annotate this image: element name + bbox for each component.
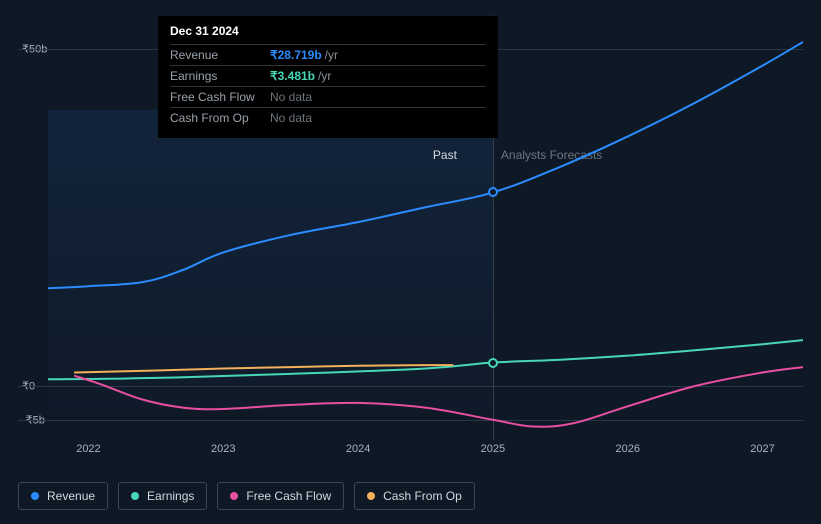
tooltip-value: No data: [270, 111, 312, 125]
x-axis-label: 2026: [615, 443, 639, 455]
legend-item-cash-from-op[interactable]: Cash From Op: [354, 482, 475, 510]
financial-forecast-chart: ₹50b₹0-₹5b 202220232024202520262027 Past…: [18, 0, 803, 524]
tooltip-row: Cash From OpNo data: [170, 107, 486, 128]
legend-label: Cash From Op: [383, 489, 462, 503]
tooltip-value: No data: [270, 90, 312, 104]
legend-dot-icon: [367, 492, 375, 500]
series-marker-revenue: [488, 187, 498, 197]
series-line-earnings: [48, 340, 803, 379]
tooltip-row: Earnings₹3.481b/yr: [170, 65, 486, 86]
x-axis-label: 2027: [750, 443, 774, 455]
legend-dot-icon: [131, 492, 139, 500]
hover-tooltip: Dec 31 2024 Revenue₹28.719b/yrEarnings₹3…: [158, 16, 498, 138]
series-marker-earnings: [488, 358, 498, 368]
legend: Revenue Earnings Free Cash Flow Cash From O…: [18, 482, 475, 510]
legend-item-revenue[interactable]: Revenue: [18, 482, 108, 510]
tooltip-date: Dec 31 2024: [170, 24, 486, 44]
tooltip-key: Revenue: [170, 48, 270, 62]
tooltip-key: Cash From Op: [170, 111, 270, 125]
x-axis-label: 2022: [76, 443, 100, 455]
legend-item-free-cash-flow[interactable]: Free Cash Flow: [217, 482, 344, 510]
legend-label: Free Cash Flow: [246, 489, 331, 503]
legend-label: Earnings: [147, 489, 194, 503]
tooltip-key: Free Cash Flow: [170, 90, 270, 104]
x-axis-label: 2025: [481, 443, 505, 455]
legend-label: Revenue: [47, 489, 95, 503]
legend-item-earnings[interactable]: Earnings: [118, 482, 207, 510]
tooltip-key: Earnings: [170, 69, 270, 83]
tooltip-row: Free Cash FlowNo data: [170, 86, 486, 107]
legend-dot-icon: [31, 492, 39, 500]
legend-dot-icon: [230, 492, 238, 500]
tooltip-value: ₹3.481b/yr: [270, 69, 331, 83]
x-axis-label: 2024: [346, 443, 370, 455]
x-axis-label: 2023: [211, 443, 235, 455]
tooltip-row: Revenue₹28.719b/yr: [170, 44, 486, 65]
series-line-cash-from-op: [75, 365, 453, 372]
tooltip-value: ₹28.719b/yr: [270, 48, 338, 62]
series-line-free-cash-flow: [75, 367, 803, 427]
